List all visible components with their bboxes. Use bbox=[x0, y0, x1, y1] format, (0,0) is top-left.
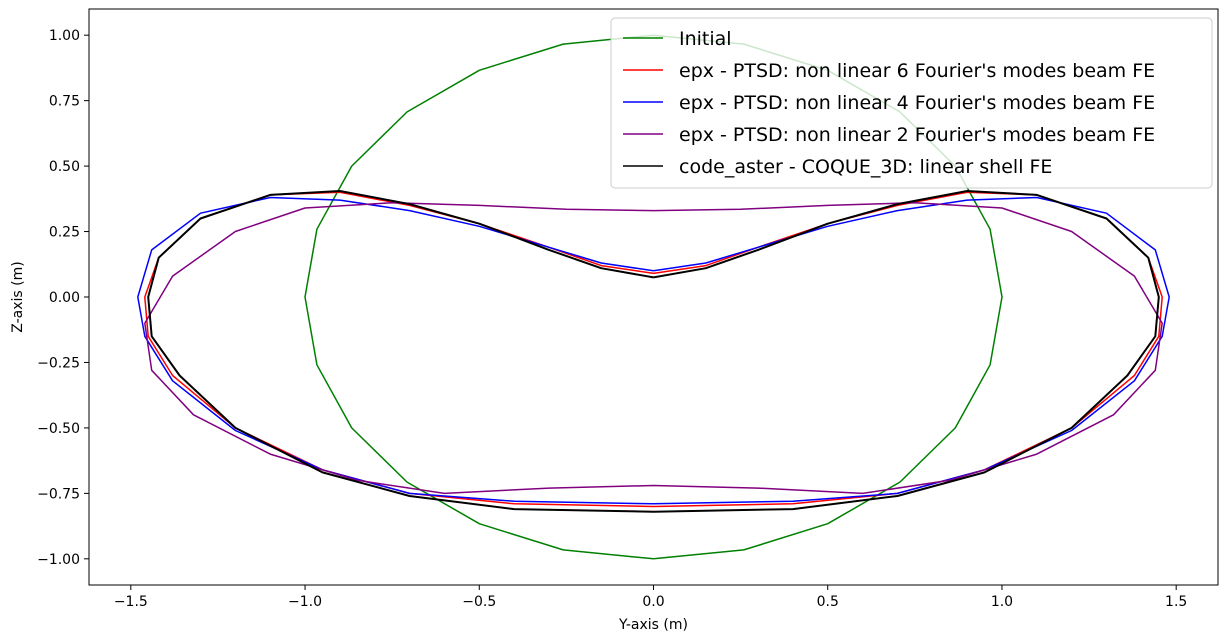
legend-box bbox=[610, 17, 1213, 189]
y-tick-label: −0.25 bbox=[37, 355, 80, 371]
series-line-3 bbox=[144, 201, 1163, 495]
x-tick-label: −1.5 bbox=[114, 594, 148, 610]
y-tick-label: 0.75 bbox=[49, 94, 80, 110]
y-tick-label: −1.00 bbox=[37, 552, 80, 568]
y-tick-label: 0.50 bbox=[49, 159, 80, 175]
x-tick-label: −1.0 bbox=[288, 594, 322, 610]
legend-label: Initial bbox=[679, 28, 732, 50]
x-tick-label: −0.5 bbox=[462, 594, 496, 610]
y-tick-label: 0.25 bbox=[49, 225, 80, 241]
series-line-2 bbox=[137, 196, 1170, 505]
legend-label: epx - PTSD: non linear 2 Fourier's modes… bbox=[679, 124, 1155, 146]
y-tick-label: −0.50 bbox=[37, 421, 80, 437]
x-tick-label: 1.5 bbox=[1165, 594, 1187, 610]
y-tick-label: 1.00 bbox=[49, 28, 80, 44]
plot-lines bbox=[137, 34, 1170, 560]
y-tick-label: −0.75 bbox=[37, 486, 80, 502]
y-axis-ticks: 1.00 0.75 0.50 0.25 0.00 −0.25 −0.50 −0.75 −1.00 bbox=[37, 28, 89, 568]
series-line-4 bbox=[147, 190, 1160, 513]
legend: Initial epx - PTSD: non linear 6 Fourier'… bbox=[610, 17, 1213, 189]
x-axis-ticks: −1.5 −1.0 −0.5 0.0 0.5 1.0 1.5 bbox=[114, 585, 1187, 610]
legend-label: epx - PTSD: non linear 6 Fourier's modes… bbox=[679, 60, 1155, 82]
x-tick-label: 0.0 bbox=[642, 594, 664, 610]
y-tick-label: 0.00 bbox=[49, 290, 80, 306]
legend-label: epx - PTSD: non linear 4 Fourier's modes… bbox=[679, 92, 1155, 114]
x-axis-label: Y-axis (m) bbox=[618, 617, 688, 633]
legend-label: code_aster - COQUE_3D: linear shell FE bbox=[679, 156, 1052, 178]
x-tick-label: 0.5 bbox=[817, 594, 839, 610]
x-tick-label: 1.0 bbox=[991, 594, 1013, 610]
y-axis-label: Z-axis (m) bbox=[10, 261, 26, 332]
